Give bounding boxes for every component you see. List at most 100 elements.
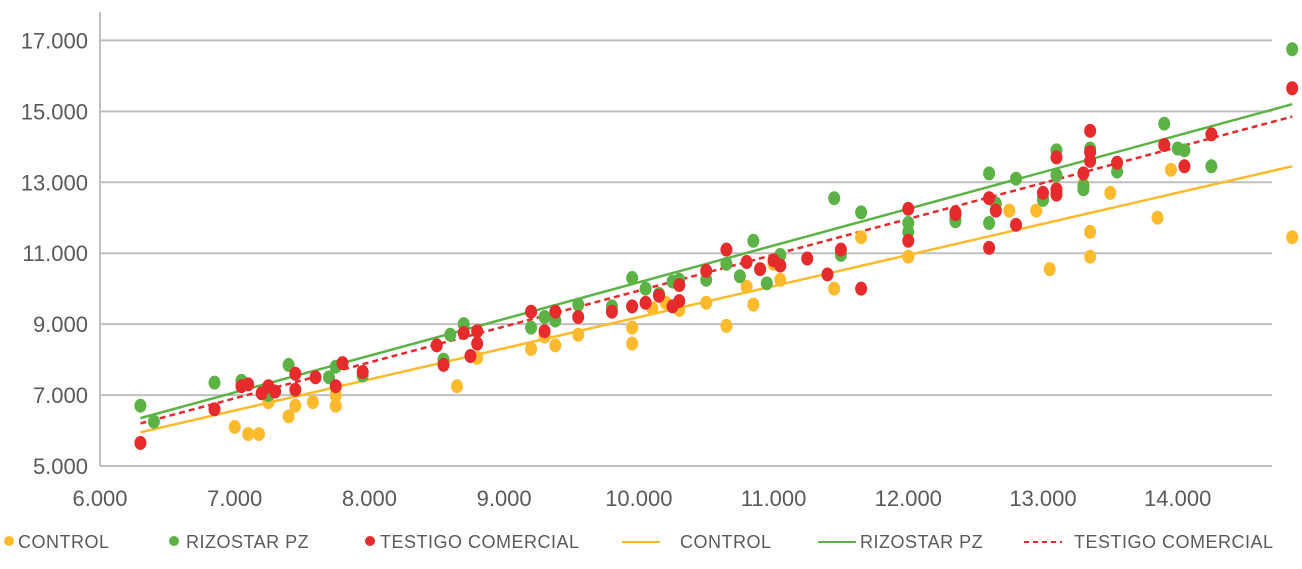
y-axis-ticks: 5.000 7.000 9.000 11.000 13.000 15.000 17.000 [21, 28, 88, 479]
data-point-control [774, 272, 787, 287]
data-point-rizostar-pz [983, 216, 996, 231]
data-point-rizostar-pz [828, 191, 841, 206]
data-point-testigo-comercial [336, 356, 349, 371]
y-tick-label: 5.000 [33, 454, 88, 479]
x-tick-label: 13.000 [1009, 486, 1076, 511]
data-point-control [228, 419, 241, 434]
data-point-testigo-comercial [572, 310, 585, 325]
data-point-testigo-comercial [605, 304, 618, 319]
data-point-rizostar-pz [1077, 182, 1090, 197]
data-point-testigo-comercial [1050, 150, 1063, 165]
x-axis-ticks: 6.000 7.000 8.000 9.000 10.000 11.000 12.000 13… [72, 486, 1211, 511]
data-point-rizostar-pz [760, 276, 773, 291]
data-point-control [289, 398, 302, 413]
data-point-testigo-comercial [1084, 153, 1097, 168]
data-point-testigo-comercial [1158, 138, 1171, 153]
y-tick-label: 11.000 [22, 241, 88, 266]
data-point-testigo-comercial [653, 288, 666, 303]
data-point-control [626, 336, 639, 351]
data-point-testigo-comercial [1036, 185, 1049, 200]
x-tick-label: 7.000 [207, 486, 262, 511]
trendline-control [140, 165, 1293, 434]
data-point-rizostar-pz [626, 271, 639, 286]
legend-label-rizostar-pz: RIZOSTAR PZ [186, 532, 309, 552]
x-tick-label: 12.000 [875, 486, 942, 511]
data-point-rizostar-pz [855, 205, 868, 220]
data-point-testigo-comercial [639, 295, 652, 310]
y-tick-label: 17.000 [21, 28, 88, 53]
y-tick-label: 15.000 [21, 99, 88, 124]
data-point-testigo-comercial [1178, 159, 1191, 174]
data-point-control [242, 427, 255, 442]
data-point-testigo-comercial [538, 324, 551, 339]
data-point-control [450, 379, 463, 394]
data-point-rizostar-pz [1178, 143, 1191, 158]
data-point-rizostar-pz [639, 281, 652, 296]
data-point-control [1151, 210, 1164, 225]
data-point-testigo-comercial [983, 240, 996, 255]
data-point-testigo-comercial [1010, 217, 1023, 232]
data-point-rizostar-pz [983, 166, 996, 181]
data-point-testigo-comercial [471, 324, 484, 339]
data-point-control [572, 327, 585, 342]
x-tick-label: 10.000 [605, 486, 672, 511]
data-point-testigo-comercial [356, 365, 369, 380]
data-point-control [329, 398, 342, 413]
data-point-testigo-comercial [673, 294, 686, 309]
data-point-control [747, 297, 760, 312]
data-point-rizostar-pz [1010, 171, 1023, 186]
data-point-rizostar-pz [444, 327, 457, 342]
data-point-control [306, 395, 319, 410]
data-point-control [1084, 224, 1097, 239]
data-point-testigo-comercial [754, 262, 767, 277]
data-point-rizostar-pz [1050, 168, 1063, 183]
y-tick-label: 9.000 [33, 312, 88, 337]
data-point-testigo-comercial [673, 278, 686, 293]
data-point-rizostar-pz [1158, 116, 1171, 131]
data-point-testigo-comercial [437, 357, 450, 372]
data-point-rizostar-pz [134, 398, 147, 413]
data-point-testigo-comercial [1084, 123, 1097, 138]
data-point-testigo-comercial [989, 203, 1002, 218]
data-point-testigo-comercial [1077, 166, 1090, 181]
data-point-testigo-comercial [720, 242, 733, 257]
data-point-rizostar-pz [733, 269, 746, 284]
legend: CONTROL RIZOSTAR PZ TESTIGO COMERCIAL CONTR… [4, 532, 1273, 552]
legend-marker-testigo-comercial [365, 536, 375, 546]
data-point-testigo-comercial [457, 325, 470, 340]
data-point-control [282, 409, 295, 424]
data-point-testigo-comercial [289, 382, 302, 397]
data-point-testigo-comercial [834, 242, 847, 257]
data-point-control [855, 230, 868, 245]
data-point-testigo-comercial [902, 233, 915, 248]
data-point-rizostar-pz [572, 297, 585, 312]
data-point-testigo-comercial [983, 191, 996, 206]
data-point-testigo-comercial [1205, 127, 1218, 142]
data-point-control [525, 341, 538, 356]
data-point-testigo-comercial [134, 435, 147, 450]
data-point-testigo-comercial [329, 379, 342, 394]
data-point-control [1164, 162, 1177, 177]
data-point-rizostar-pz [720, 256, 733, 271]
x-tick-label: 6.000 [72, 486, 127, 511]
data-point-testigo-comercial [1050, 187, 1063, 202]
data-point-control [1104, 185, 1117, 200]
data-point-control [700, 295, 713, 310]
data-point-testigo-comercial [269, 384, 282, 399]
data-point-testigo-comercial [1286, 81, 1299, 96]
data-point-testigo-comercial [902, 201, 915, 216]
data-point-rizostar-pz [525, 320, 538, 335]
data-point-control [1084, 249, 1097, 264]
data-point-control [549, 338, 562, 353]
data-point-control [1003, 203, 1016, 218]
trendline-testigo-comercial [140, 115, 1293, 425]
data-point-testigo-comercial [464, 349, 477, 364]
data-point-testigo-comercial [774, 258, 787, 273]
data-points [134, 42, 1299, 450]
data-point-rizostar-pz [902, 216, 915, 231]
data-point-control [626, 320, 639, 335]
legend-label-control: CONTROL [680, 532, 772, 552]
data-point-rizostar-pz [538, 310, 551, 325]
data-point-control [902, 249, 915, 264]
